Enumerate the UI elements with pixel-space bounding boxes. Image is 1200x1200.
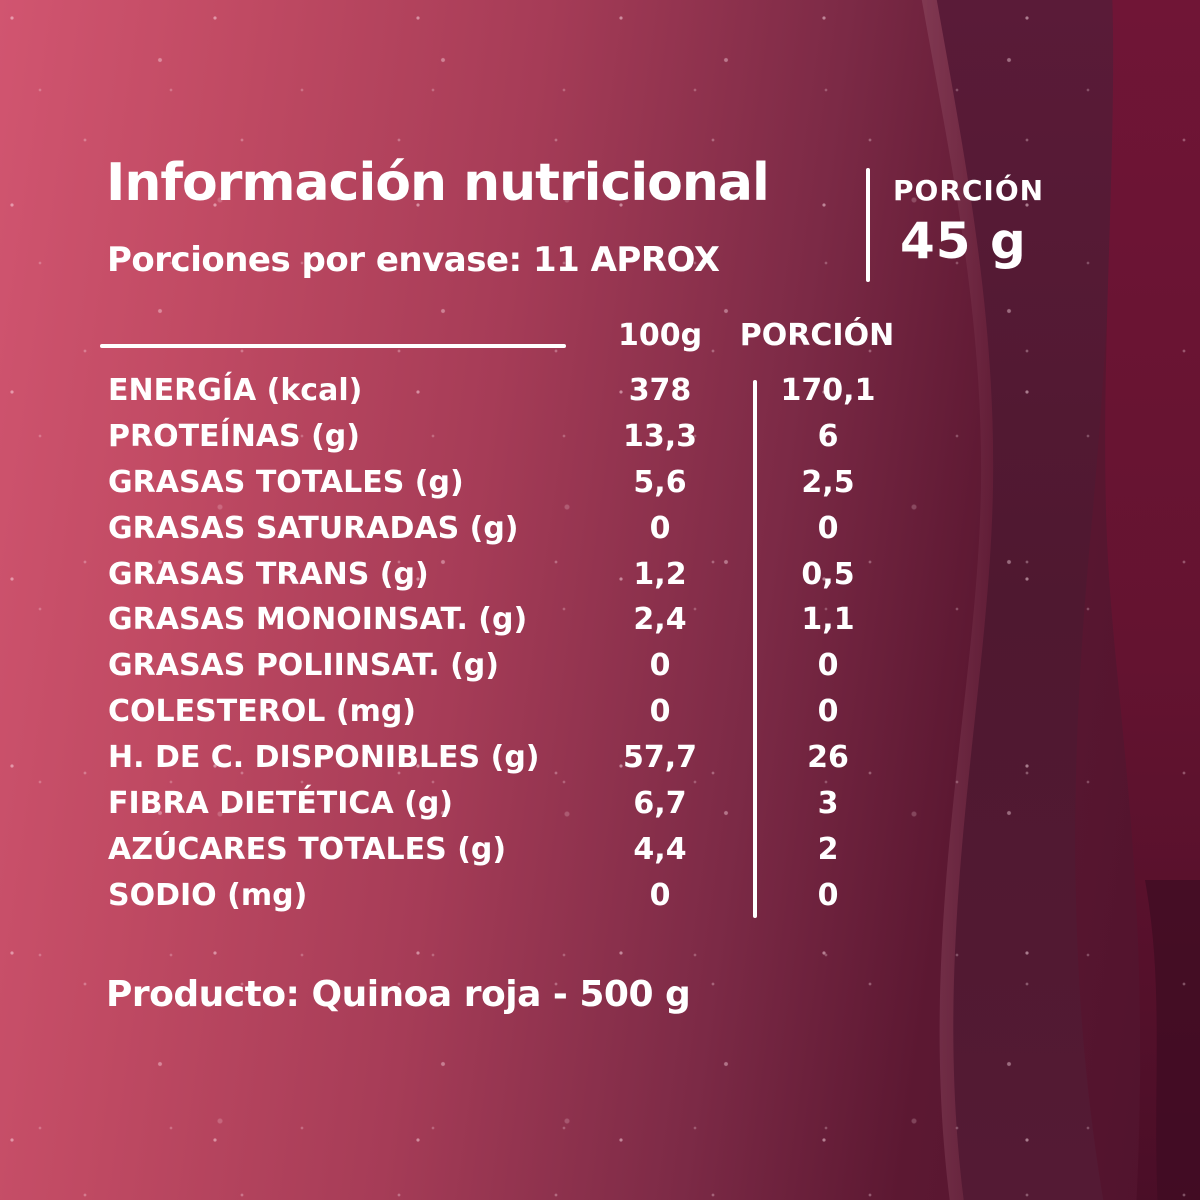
value-per-100g: 57,7 bbox=[622, 740, 698, 776]
value-per-100g: 4,4 bbox=[633, 831, 687, 867]
value-per-portion: 2,5 bbox=[801, 464, 855, 500]
nutrient-label: GRASAS POLIINSAT. (g) bbox=[108, 648, 499, 684]
column-divider-line bbox=[753, 380, 757, 918]
nutrient-label: FIBRA DIETÉTICA (g) bbox=[108, 786, 453, 822]
nutrient-label: GRASAS TRANS (g) bbox=[108, 556, 429, 592]
value-per-100g: 6,7 bbox=[633, 786, 687, 822]
nutrient-label: SODIO (mg) bbox=[108, 877, 308, 913]
table-row: ENERGÍA (kcal) 378 170,1 bbox=[108, 368, 908, 414]
nutrient-label: PROTEÍNAS (g) bbox=[108, 418, 360, 454]
page-title: Información nutricional bbox=[106, 153, 770, 213]
wave-corner-dark bbox=[1145, 880, 1200, 1200]
table-row: FIBRA DIETÉTICA (g) 6,7 3 bbox=[108, 781, 908, 827]
value-per-100g: 0 bbox=[649, 510, 671, 546]
table-row: GRASAS SATURADAS (g) 0 0 bbox=[108, 506, 908, 552]
value-per-portion: 0 bbox=[817, 510, 839, 546]
nutrient-label: GRASAS SATURADAS (g) bbox=[108, 510, 519, 546]
column-header-portion: PORCIÓN bbox=[739, 318, 895, 353]
value-per-100g: 2,4 bbox=[633, 602, 687, 638]
portion-size-value: 45 g bbox=[900, 212, 1027, 270]
value-per-portion: 2 bbox=[817, 831, 839, 867]
nutrient-label: GRASAS MONOINSAT. (g) bbox=[108, 602, 528, 638]
value-per-100g: 0 bbox=[649, 648, 671, 684]
table-row: GRASAS TRANS (g) 1,2 0,5 bbox=[108, 552, 908, 598]
product-name: Producto: Quinoa roja - 500 g bbox=[106, 974, 691, 1015]
nutrient-label: GRASAS TOTALES (g) bbox=[108, 464, 464, 500]
portion-divider-line bbox=[866, 168, 870, 282]
table-row: GRASAS POLIINSAT. (g) 0 0 bbox=[108, 643, 908, 689]
value-per-portion: 3 bbox=[817, 786, 839, 822]
value-per-100g: 1,2 bbox=[633, 556, 687, 592]
value-per-portion: 170,1 bbox=[780, 373, 876, 408]
nutrient-label: ENERGÍA (kcal) bbox=[108, 373, 363, 408]
value-per-portion: 26 bbox=[807, 740, 849, 776]
table-row: SODIO (mg) 0 0 bbox=[108, 873, 908, 919]
table-rows: ENERGÍA (kcal) 378 170,1 PROTEÍNAS (g) 1… bbox=[108, 368, 908, 919]
value-per-100g: 0 bbox=[649, 877, 671, 913]
value-per-100g: 13,3 bbox=[622, 418, 698, 454]
value-per-100g: 5,6 bbox=[633, 464, 687, 500]
value-per-portion: 1,1 bbox=[801, 602, 855, 638]
portion-size-label: PORCIÓN bbox=[893, 174, 1045, 207]
value-per-100g: 378 bbox=[628, 373, 692, 408]
table-row: H. DE C. DISPONIBLES (g) 57,7 26 bbox=[108, 735, 908, 781]
nutrient-label: AZÚCARES TOTALES (g) bbox=[108, 831, 507, 867]
servings-per-package: Porciones por envase: 11 APROX bbox=[107, 240, 720, 280]
wave-ribbon-right bbox=[1105, 0, 1200, 1200]
nutrient-label: H. DE C. DISPONIBLES (g) bbox=[108, 740, 540, 776]
table-row: GRASAS MONOINSAT. (g) 2,4 1,1 bbox=[108, 597, 908, 643]
value-per-portion: 0 bbox=[817, 877, 839, 913]
table-top-rule bbox=[100, 344, 566, 348]
nutrient-label: COLESTEROL (mg) bbox=[108, 694, 417, 730]
value-per-portion: 0,5 bbox=[801, 556, 855, 592]
table-row: GRASAS TOTALES (g) 5,6 2,5 bbox=[108, 460, 908, 506]
table-row: PROTEÍNAS (g) 13,3 6 bbox=[108, 414, 908, 460]
value-per-portion: 6 bbox=[817, 418, 839, 454]
column-header-100g: 100g bbox=[617, 318, 703, 353]
table-row: AZÚCARES TOTALES (g) 4,4 2 bbox=[108, 827, 908, 873]
table-row: COLESTEROL (mg) 0 0 bbox=[108, 689, 908, 735]
value-per-100g: 0 bbox=[649, 694, 671, 730]
value-per-portion: 0 bbox=[817, 694, 839, 730]
value-per-portion: 0 bbox=[817, 648, 839, 684]
